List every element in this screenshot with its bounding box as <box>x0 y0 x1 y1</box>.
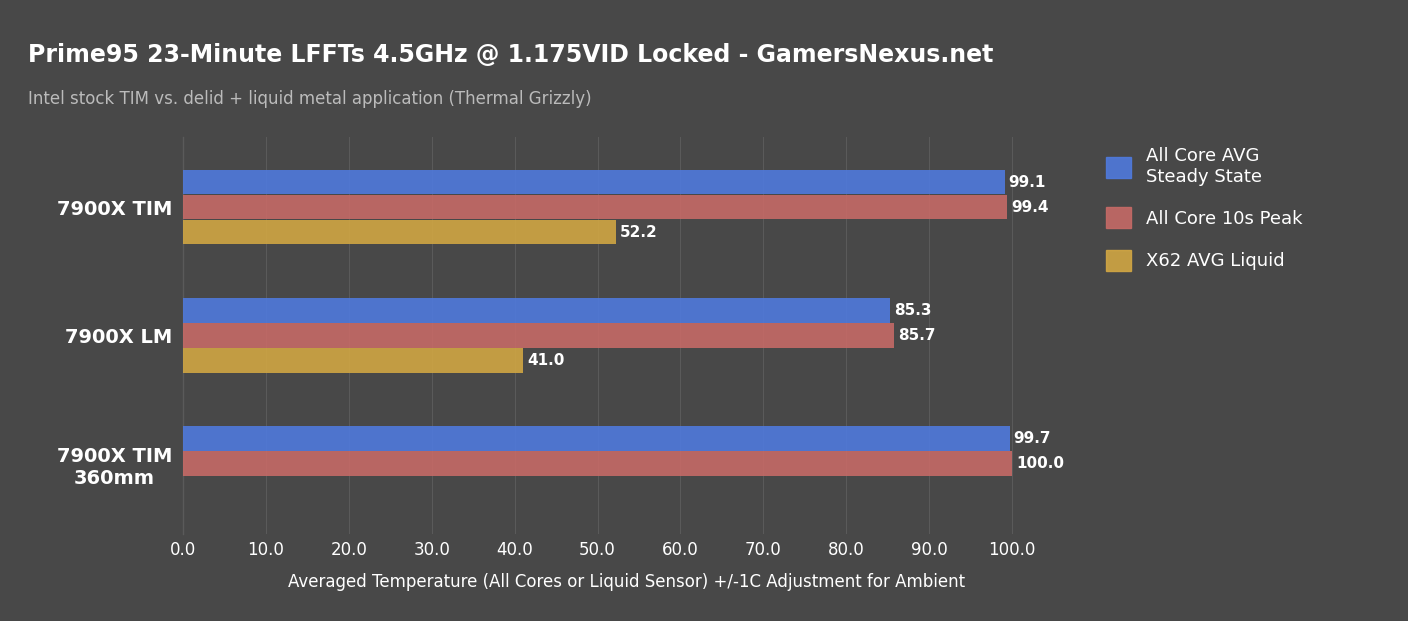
Text: 41.0: 41.0 <box>527 353 565 368</box>
Bar <box>183 220 615 244</box>
Bar <box>183 298 890 322</box>
Bar <box>183 195 1007 219</box>
Text: 85.3: 85.3 <box>894 303 932 318</box>
Text: 100.0: 100.0 <box>1017 456 1064 471</box>
Text: 52.2: 52.2 <box>620 225 658 240</box>
Text: Intel stock TIM vs. delid + liquid metal application (Thermal Grizzly): Intel stock TIM vs. delid + liquid metal… <box>28 90 591 108</box>
Legend: All Core AVG
Steady State, All Core 10s Peak, X62 AVG Liquid: All Core AVG Steady State, All Core 10s … <box>1097 138 1311 279</box>
Text: Prime95 23-Minute LFFTs 4.5GHz @ 1.175VID Locked - GamersNexus.net: Prime95 23-Minute LFFTs 4.5GHz @ 1.175VI… <box>28 43 994 68</box>
X-axis label: Averaged Temperature (All Cores or Liquid Sensor) +/-1C Adjustment for Ambient: Averaged Temperature (All Cores or Liqui… <box>289 573 964 591</box>
Text: 99.1: 99.1 <box>1008 175 1046 189</box>
Bar <box>183 451 1012 476</box>
Bar <box>183 170 1004 194</box>
Text: 99.7: 99.7 <box>1014 431 1052 446</box>
Text: 85.7: 85.7 <box>898 328 935 343</box>
Bar <box>183 348 522 373</box>
Text: 99.4: 99.4 <box>1011 199 1049 215</box>
Bar <box>183 323 894 348</box>
Bar <box>183 427 1010 451</box>
